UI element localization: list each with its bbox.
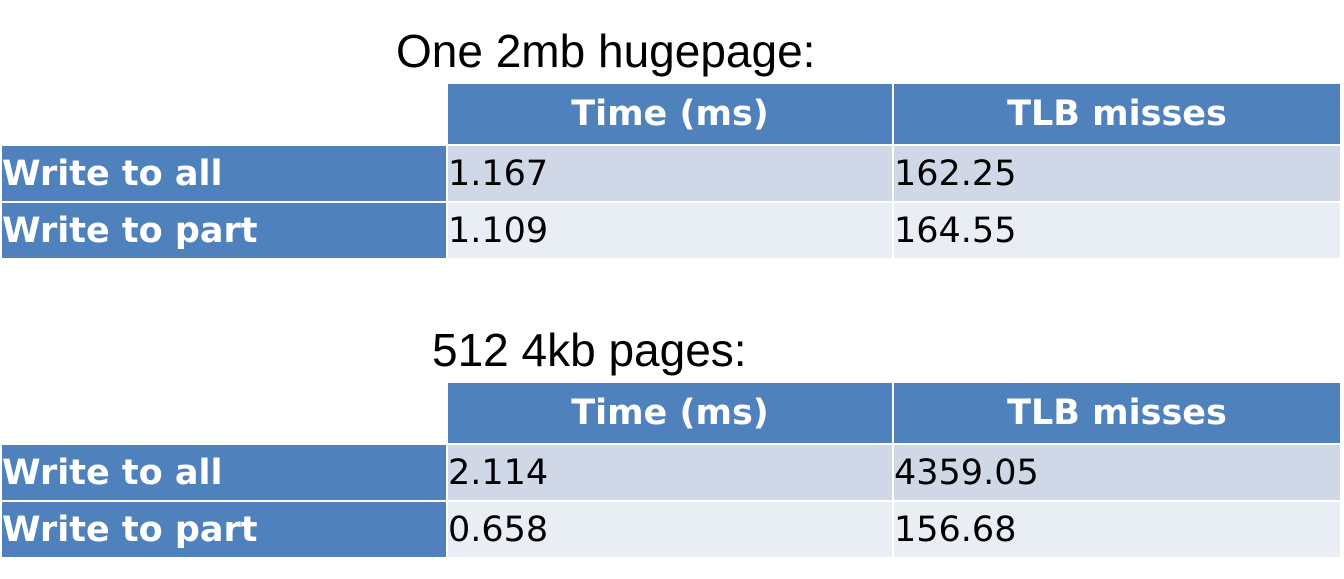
4kb-pages-results-table: Time (ms) TLB misses Write to all 2.114 … [0, 381, 1342, 559]
table-row: Write to all 1.167 162.25 [0, 144, 1342, 203]
table-row: Write to all 2.114 4359.05 [0, 443, 1342, 502]
tlb-misses-value: 4359.05 [892, 443, 1342, 502]
tlb-misses-column-header: TLB misses [892, 381, 1342, 445]
4kb-pages-section-title: 512 4kb pages: [432, 324, 747, 376]
row-label-write-to-part: Write to part [0, 500, 448, 559]
hugepage-section-title: One 2mb hugepage: [396, 25, 816, 77]
time-value: 2.114 [446, 443, 894, 502]
time-value: 0.658 [446, 500, 894, 559]
empty-corner-cell [0, 381, 448, 445]
hugepage-results-table: Time (ms) TLB misses Write to all 1.167 … [0, 82, 1342, 260]
time-column-header: Time (ms) [446, 82, 894, 146]
table-header-row: Time (ms) TLB misses [0, 82, 1342, 146]
row-label-write-to-all: Write to all [0, 144, 448, 203]
time-value: 1.167 [446, 144, 894, 203]
empty-corner-cell [0, 82, 448, 146]
time-column-header: Time (ms) [446, 381, 894, 445]
row-label-write-to-part: Write to part [0, 201, 448, 260]
table-row: Write to part 0.658 156.68 [0, 500, 1342, 559]
tlb-misses-column-header: TLB misses [892, 82, 1342, 146]
table-header-row: Time (ms) TLB misses [0, 381, 1342, 445]
tlb-misses-value: 162.25 [892, 144, 1342, 203]
row-label-write-to-all: Write to all [0, 443, 448, 502]
table-row: Write to part 1.109 164.55 [0, 201, 1342, 260]
time-value: 1.109 [446, 201, 894, 260]
tlb-misses-value: 156.68 [892, 500, 1342, 559]
tlb-misses-value: 164.55 [892, 201, 1342, 260]
